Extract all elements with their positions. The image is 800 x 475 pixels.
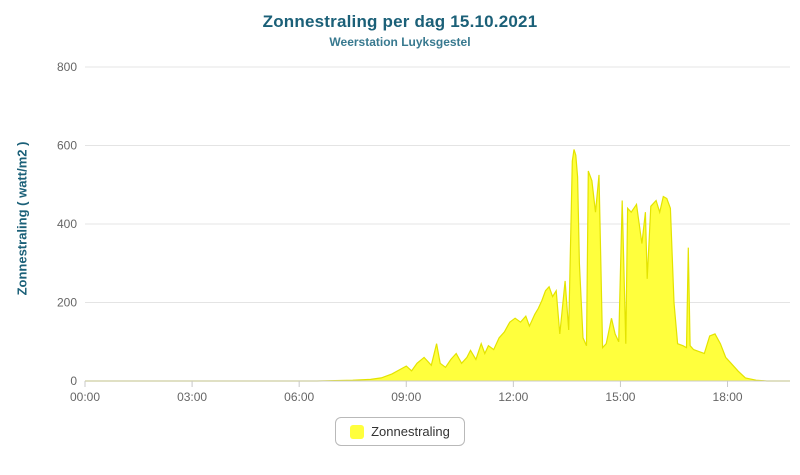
area-chart-svg: 0 200 400 600 800 00:00 03:00 06:00 09:00 12:00 15… — [57, 60, 790, 404]
y-tick-label-200: 200 — [57, 296, 77, 310]
x-tick-label-18:00: 18:00 — [713, 390, 743, 404]
area-series-fill — [85, 149, 790, 381]
x-tick-label-03:00: 03:00 — [177, 390, 207, 404]
legend-row: Zonnestraling — [0, 417, 800, 446]
y-tick-label-600: 600 — [57, 139, 77, 153]
area-series-line — [85, 149, 790, 382]
x-tick-label-12:00: 12:00 — [498, 390, 528, 404]
x-tick-label-06:00: 06:00 — [284, 390, 314, 404]
legend-swatch-icon — [350, 424, 365, 439]
legend-label: Zonnestraling — [371, 424, 450, 439]
x-tick-label-00:00: 00:00 — [70, 390, 100, 404]
x-tick-label-09:00: 09:00 — [391, 390, 421, 404]
legend-item-zonnestraling[interactable]: Zonnestraling — [335, 417, 465, 446]
x-tick-label-15:00: 15:00 — [605, 390, 635, 404]
y-tick-label-800: 800 — [57, 60, 77, 74]
y-tick-label-400: 400 — [57, 217, 77, 231]
chart-title: Zonnestraling per dag 15.10.2021 — [262, 12, 538, 31]
y-tick-label-0: 0 — [70, 374, 77, 388]
chart-subtitle: Weerstation Luyksgestel — [329, 35, 471, 49]
chart-plot-area: Zonnestraling ( watt/m2 ) 0 200 400 600 800 0… — [0, 51, 800, 409]
